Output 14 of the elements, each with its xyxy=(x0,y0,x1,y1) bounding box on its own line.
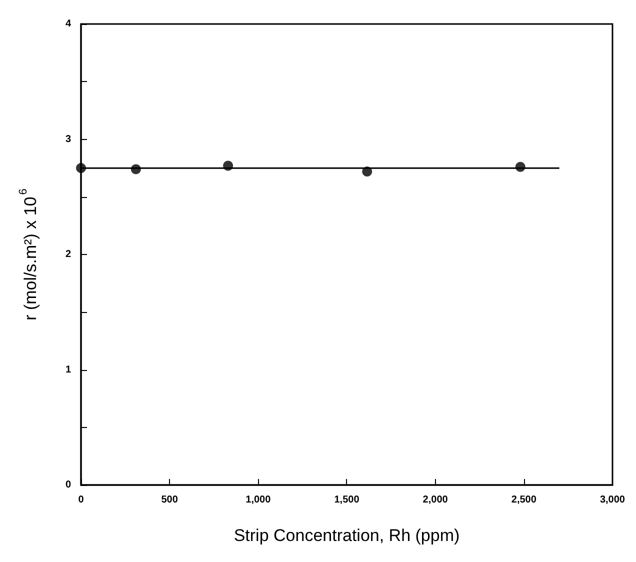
x-tick-label: 0 xyxy=(78,494,84,506)
x-tick-label: 500 xyxy=(161,494,178,506)
y-axis-title: r (mol/s.m²) x 106 xyxy=(18,188,40,320)
x-tick-label: 1,500 xyxy=(334,494,360,506)
y-tick-label: 1 xyxy=(65,364,72,376)
x-tick-label: 2,500 xyxy=(511,494,537,506)
x-axis-title: Strip Concentration, Rh (ppm) xyxy=(234,526,460,545)
y-tick-label: 0 xyxy=(65,480,72,490)
x-tick-label: 3,000 xyxy=(600,494,626,506)
y-tick-label: 2 xyxy=(65,249,72,260)
x-tick-label: 2,000 xyxy=(422,494,448,506)
x-tick-label: 1,000 xyxy=(246,494,272,506)
y-tick-label: 3 xyxy=(65,134,72,145)
y-tick-label: 4 xyxy=(65,18,72,30)
